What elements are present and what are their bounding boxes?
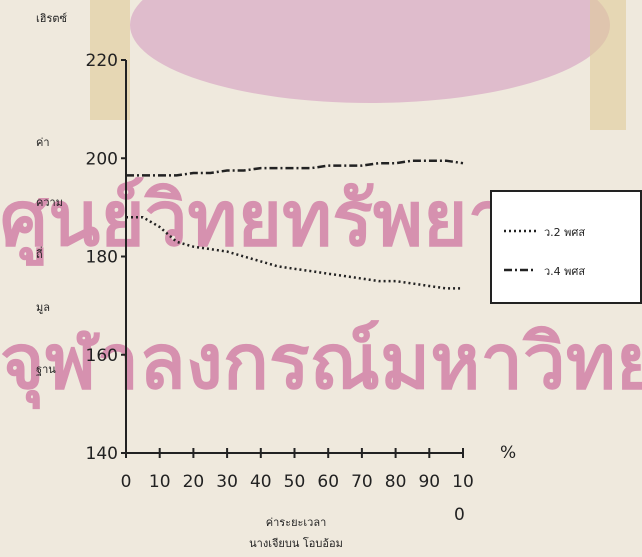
y-label-line-3: ถี่: [36, 246, 43, 261]
y-tick-label: 200: [86, 149, 118, 169]
y-ticks: 140 160 180 200 220: [86, 51, 126, 464]
legend-label-series-2: ว.4 พศส: [544, 265, 585, 278]
y-label-line-1: ค่า: [36, 136, 50, 149]
x-tick-label: 30: [216, 472, 238, 492]
watermark-line-2: จุฬาลงกรณ์มหาวิทยาลัย: [0, 317, 642, 410]
x-tick-label-wrap: 0: [454, 505, 465, 525]
y-tick-label: 140: [86, 444, 118, 464]
x-tick-label: 40: [250, 472, 272, 492]
x-label-line-2: นางเจียบน โอบอ้อม: [249, 536, 343, 550]
x-ticks: 0 10 20 30 40 50 60 70 80 90 10: [121, 448, 474, 492]
y-label-line-4: มูล: [36, 301, 50, 314]
university-emblem: [90, 0, 626, 130]
x-tick-label: 50: [284, 472, 306, 492]
legend: ว.2 พศส ว.4 พศส: [490, 190, 642, 304]
y-label-line-5: ฐาน: [36, 363, 56, 376]
x-tick-label: 0: [121, 472, 132, 492]
y-label-line-2: ความ: [36, 196, 63, 209]
x-tick-label: 20: [183, 472, 205, 492]
x-tick-label: 60: [317, 472, 339, 492]
legend-label-series-1: ว.2 พศส: [544, 226, 585, 239]
x-unit-label: %: [500, 443, 516, 463]
x-tick-label: 10: [149, 472, 171, 492]
x-label-line-1: ค่าระยะเวลา: [266, 516, 327, 529]
x-tick-label: 90: [418, 472, 440, 492]
y-unit-label: เฮิรตซ์: [36, 12, 68, 25]
y-tick-label: 160: [86, 346, 118, 366]
x-tick-label: 10: [452, 472, 474, 492]
y-tick-label: 220: [86, 51, 118, 71]
series-lines: [126, 159, 464, 290]
y-tick-label: 180: [86, 248, 118, 268]
legend-box: [490, 190, 642, 304]
series-line-1: [126, 215, 463, 290]
x-tick-label: 80: [385, 472, 407, 492]
x-tick-label: 70: [351, 472, 373, 492]
